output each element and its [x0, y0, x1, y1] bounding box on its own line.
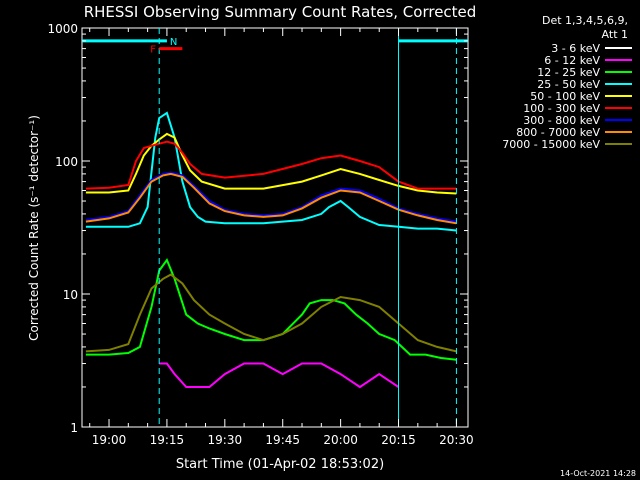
x-tick-label: 19:15 [150, 433, 185, 447]
series-line-7 [85, 172, 457, 225]
axis-frame [81, 27, 469, 428]
x-tick-label: 19:45 [265, 433, 300, 447]
tick-layer: 19:00 19:15 19:30 19:45 20:00 20:15 20:30 1 10 10… [47, 22, 473, 447]
legend-label-7: 800 - 7000 keV [516, 126, 600, 139]
legend-label-2: 12 - 25 keV [537, 66, 600, 79]
legend-header: Det 1,3,4,5,6,9, [542, 14, 628, 27]
x-axis-label: Start Time (01-Apr-02 18:53:02) [176, 457, 384, 472]
series-line-3 [85, 111, 457, 232]
legend-label-8: 7000 - 15000 keV [502, 138, 600, 151]
annotation-label-2: F [150, 45, 156, 56]
y-tick-label: 100 [55, 155, 78, 169]
x-tick-label: 20:30 [439, 433, 474, 447]
chart-title: RHESSI Observing Summary Count Rates, Co… [84, 3, 477, 21]
x-tick-label: 20:00 [323, 433, 358, 447]
series-layer [85, 111, 457, 389]
y-axis-label: Corrected Count Rate (s⁻¹ detector⁻¹) [27, 115, 41, 341]
y-tick-label: 1000 [47, 22, 78, 36]
plot-frame [81, 27, 469, 428]
annotation-label-0: N [170, 37, 177, 48]
series-line-5 [85, 140, 457, 190]
series-line-1 [159, 362, 400, 389]
legend-label-6: 300 - 800 keV [523, 114, 600, 127]
legend-label-5: 100 - 300 keV [523, 102, 600, 115]
timestamp: 14-Oct-2021 14:28 [560, 469, 636, 478]
legend-header-att: Att 1 [602, 28, 628, 41]
legend-label-1: 6 - 12 keV [544, 54, 600, 67]
legend-label-3: 25 - 50 keV [537, 78, 600, 91]
annotation-layer: NF [82, 28, 468, 427]
x-tick-label: 19:00 [92, 433, 127, 447]
series-line-4 [85, 132, 457, 195]
legend-label-0: 3 - 6 keV [551, 42, 600, 55]
series-line-6 [85, 171, 457, 223]
series-line-8 [85, 273, 457, 353]
y-tick-label: 10 [63, 288, 78, 302]
y-tick-label: 1 [70, 421, 78, 435]
x-tick-label: 19:30 [208, 433, 243, 447]
x-tick-label: 20:15 [381, 433, 416, 447]
legend-label-4: 50 - 100 keV [530, 90, 600, 103]
